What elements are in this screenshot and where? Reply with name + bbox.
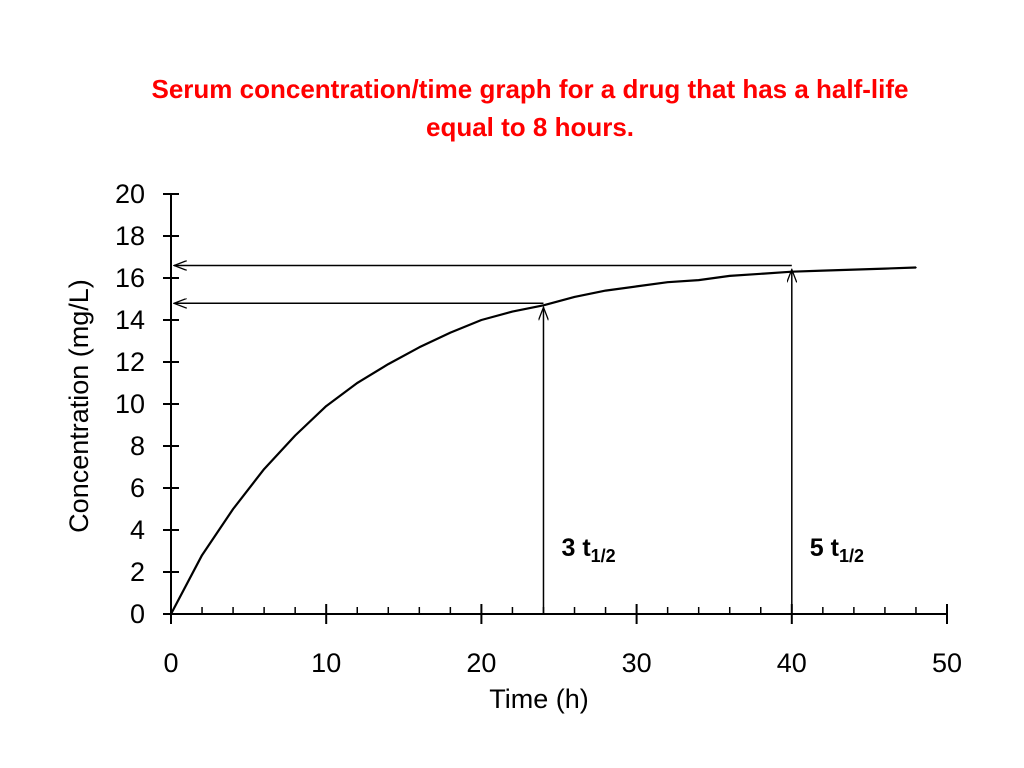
x-axis-title: Time (h) — [489, 684, 589, 714]
curve-data-point — [604, 289, 607, 292]
curve-data-point — [697, 279, 700, 281]
curve-data-point — [325, 405, 328, 407]
y-tick-label: 8 — [130, 431, 145, 461]
curve-data-point — [356, 382, 359, 384]
y-axis-title: Concentration (mg/L) — [64, 279, 94, 533]
slide-title-line-2: equal to 8 hours. — [425, 112, 635, 142]
half-life-label: 5 t1/2 — [810, 534, 864, 566]
slide-title-line-1: Serum concentration/time graph for a dru… — [151, 74, 909, 104]
curve-data-point — [480, 319, 483, 321]
curve-data-point — [915, 266, 917, 269]
curve-data-point — [170, 613, 172, 615]
x-tick-label: 10 — [311, 648, 341, 678]
curve-data-point — [822, 269, 824, 272]
curve-data-point — [542, 304, 545, 307]
curve-data-point — [573, 296, 576, 298]
curve-data-point — [232, 508, 234, 510]
y-tick-label: 10 — [115, 389, 145, 419]
y-tick-label: 14 — [115, 305, 145, 335]
y-tick-label: 12 — [115, 347, 145, 377]
y-tick-label: 18 — [115, 221, 145, 251]
curve-data-point — [728, 275, 731, 277]
curve-data-point — [853, 268, 855, 271]
curve-data-point — [884, 267, 886, 270]
x-tick-label: 40 — [777, 648, 807, 678]
curve-data-point — [449, 331, 452, 334]
y-tick-label: 6 — [130, 473, 145, 503]
x-tick-label: 30 — [622, 648, 652, 678]
curve-data-point — [759, 273, 762, 275]
x-tick-label: 50 — [932, 648, 962, 678]
slide-title: Serum concentration/time graph for a dru… — [60, 70, 1000, 146]
x-tick-label: 20 — [466, 648, 496, 678]
curve-data-point — [201, 554, 203, 556]
curve-data-point — [387, 363, 390, 365]
y-tick-label: 2 — [130, 557, 145, 587]
y-tick-label: 20 — [115, 179, 145, 209]
curve-data-point — [511, 310, 514, 313]
curve-data-point — [418, 346, 421, 349]
y-tick-label: 16 — [115, 263, 145, 293]
y-tick-label: 4 — [130, 515, 145, 545]
curve-data-point — [294, 434, 296, 437]
x-tick-label: 0 — [163, 648, 178, 678]
curve-data-point — [666, 281, 669, 284]
y-tick-label: 0 — [130, 599, 145, 629]
half-life-label: 3 t1/2 — [561, 534, 615, 566]
curve-data-point — [263, 468, 265, 470]
curve-data-point — [635, 285, 638, 288]
